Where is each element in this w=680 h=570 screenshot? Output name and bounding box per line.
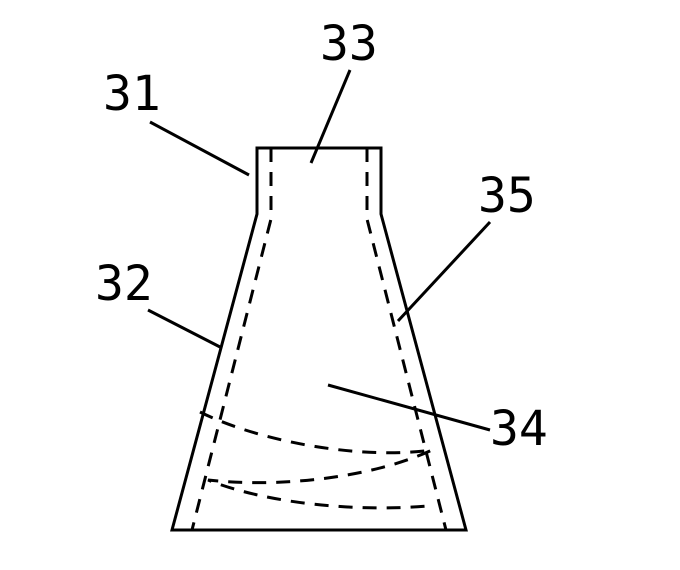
label-32: 32 bbox=[95, 256, 153, 312]
spiral-coil bbox=[200, 412, 432, 508]
label-34: 34 bbox=[490, 401, 548, 457]
label-31: 31 bbox=[103, 66, 161, 122]
leader-lines bbox=[148, 70, 490, 430]
spiral-path bbox=[200, 412, 432, 508]
callout-labels: 31 32 33 34 35 bbox=[95, 16, 548, 457]
leader-line-34 bbox=[328, 385, 490, 430]
leader-line-31 bbox=[150, 122, 249, 175]
flask-shape bbox=[172, 148, 466, 530]
leader-line-32 bbox=[148, 310, 222, 348]
label-35: 35 bbox=[478, 168, 536, 224]
label-33: 33 bbox=[320, 16, 378, 72]
leader-line-35 bbox=[398, 222, 490, 321]
technical-diagram: 31 32 33 34 35 bbox=[0, 0, 680, 570]
flask-outer-wall bbox=[172, 148, 466, 530]
flask-inner-wall bbox=[192, 148, 446, 530]
